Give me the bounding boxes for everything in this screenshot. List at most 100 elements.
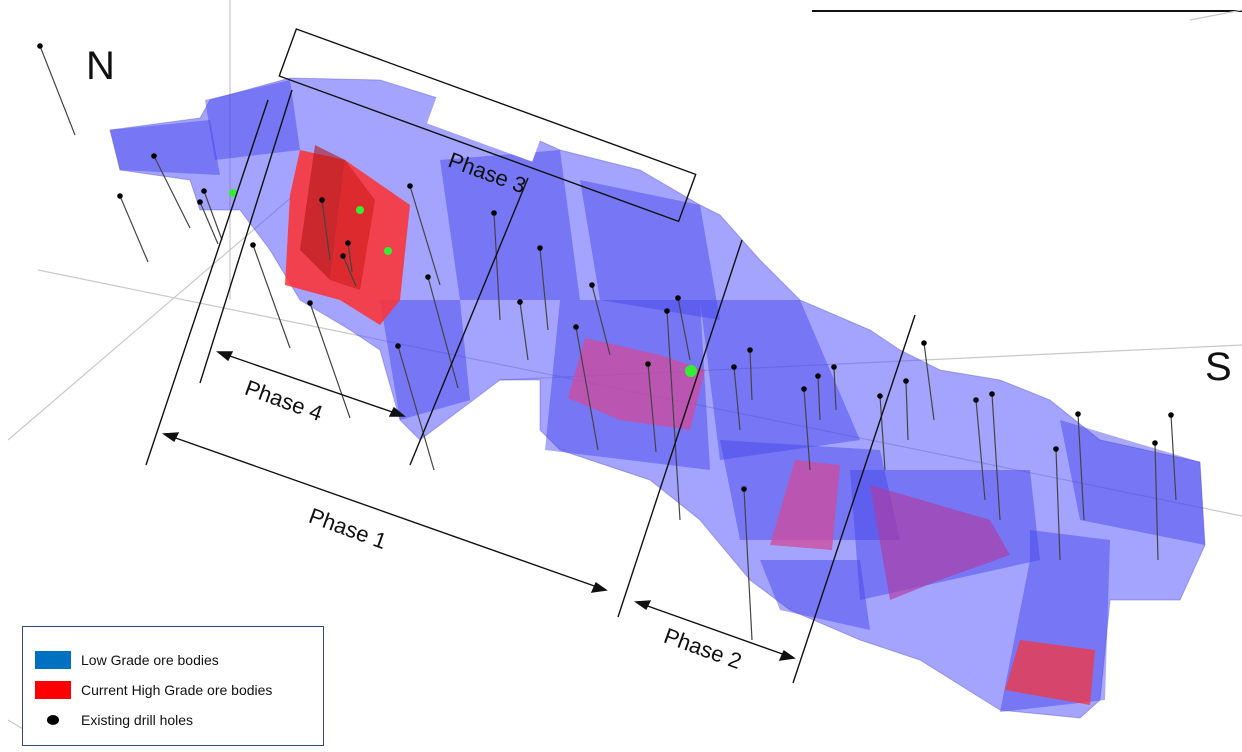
high-grade-ore-bodies	[285, 145, 1095, 705]
drill-hole-trace	[519, 301, 529, 361]
drill-hole-trace	[309, 302, 351, 419]
drill-hole-trace	[342, 255, 357, 287]
drill-hole-trace	[879, 395, 886, 471]
drill-hole-collar	[903, 378, 909, 384]
drill-hole-trace	[39, 45, 76, 136]
drill-hole-trace	[153, 155, 191, 229]
drill-hole-collar	[877, 393, 883, 399]
drill-hole-trace	[666, 310, 681, 521]
phase-3-box	[278, 28, 697, 223]
drill-hole-collar	[801, 386, 807, 392]
drill-hole-collar	[117, 193, 123, 199]
drill-hole-trace	[1077, 413, 1085, 521]
phase-1-label: Phase 1	[306, 503, 390, 554]
drill-hole-collar	[517, 299, 523, 305]
drill-hole-trace	[991, 393, 1001, 521]
legend-item-high-grade: Current High Grade ore bodies	[35, 679, 272, 701]
drill-hole-dot-icon	[47, 715, 59, 725]
drill-hole-trace	[427, 276, 459, 389]
drill-hole-collar	[731, 364, 737, 370]
drill-hole-trace	[975, 399, 986, 501]
south-label: S	[1205, 345, 1232, 389]
drill-hole-collar	[1152, 440, 1158, 446]
phase-4-label: Phase 4	[242, 375, 326, 426]
drill-hole-trace	[397, 345, 435, 471]
drill-hole-trace	[1170, 414, 1177, 501]
legend-high-grade-label: Current High Grade ore bodies	[81, 682, 273, 698]
legend-low-grade-label: Low Grade ore bodies	[81, 652, 219, 668]
drill-hole-trace	[749, 349, 753, 401]
drill-hole-trace	[252, 244, 291, 349]
drill-hole-collar	[831, 364, 837, 370]
drill-hole-collar	[1075, 411, 1081, 417]
drill-hole-collar	[573, 324, 579, 330]
drill-hole-trace	[199, 201, 219, 245]
drill-hole-trace	[119, 195, 149, 263]
drill-hole-collar	[664, 308, 670, 314]
high-grade-block-south-1	[770, 460, 840, 550]
drill-hole-collar	[151, 153, 157, 159]
drill-hole-trace	[321, 199, 331, 261]
drill-hole-collar	[37, 43, 43, 49]
high-grade-swatch	[35, 681, 71, 699]
drill-hole-trace	[817, 375, 821, 421]
drill-hole-collar	[675, 295, 681, 301]
drill-hole-trace	[539, 247, 549, 331]
drill-hole-trace	[409, 185, 441, 286]
high-grade-block-south-2	[870, 485, 1010, 600]
drill-hole-trace	[493, 212, 501, 321]
drill-hole-trace	[575, 326, 599, 451]
phase-2-label: Phase 2	[661, 623, 745, 674]
drill-hole-collar	[589, 282, 595, 288]
drill-hole-collar	[395, 343, 401, 349]
drill-hole-trace	[647, 363, 657, 453]
drill-hole-collar	[407, 183, 413, 189]
drill-hole-trace	[905, 380, 909, 441]
drill-hole-collar	[921, 340, 927, 346]
drill-hole-trace	[203, 190, 223, 241]
phase-boundaries	[145, 89, 916, 684]
drill-hole-trace	[743, 488, 753, 641]
drill-hole-trace	[591, 284, 611, 356]
drill-hole-trace	[1055, 448, 1061, 561]
drill-hole-trace	[833, 366, 837, 411]
drill-hole-collar	[815, 373, 821, 379]
drill-hole-collar	[989, 391, 995, 397]
legend-item-drill-holes: Existing drill holes	[35, 709, 193, 731]
drill-hole-collar	[1168, 412, 1174, 418]
legend-drill-holes-label: Existing drill holes	[81, 712, 194, 728]
drill-hole-trace	[733, 366, 741, 431]
drill-hole-trace	[347, 242, 353, 273]
legend: Low Grade ore bodies Current High Grade …	[22, 626, 324, 746]
high-grade-block-south-3	[1005, 640, 1095, 705]
drill-hole-collar	[345, 240, 351, 246]
drill-hole-collar	[425, 274, 431, 280]
drill-hole-collar	[491, 210, 497, 216]
drill-hole-trace	[803, 388, 811, 471]
north-label: N	[86, 44, 115, 88]
drill-hole-collar	[645, 361, 651, 367]
drill-hole-collar	[197, 199, 203, 205]
phase-arrows	[161, 351, 796, 661]
low-grade-swatch	[35, 651, 71, 669]
legend-item-low-grade: Low Grade ore bodies	[35, 649, 219, 671]
drill-hole-collar	[319, 197, 325, 203]
existing-drill-holes	[37, 43, 1177, 641]
drill-hole-trace	[677, 297, 691, 361]
drill-hole-trace	[1154, 442, 1159, 561]
green-markers	[229, 189, 697, 377]
drill-hole-collar	[741, 486, 747, 492]
drill-hole-collar	[973, 397, 979, 403]
drill-hole-collar	[250, 242, 256, 248]
top-border-line	[812, 0, 1242, 12]
drill-hole-trace	[923, 342, 935, 421]
drill-hole-collar	[307, 300, 313, 306]
drill-hole-collar	[537, 245, 543, 251]
drill-hole-collar	[747, 347, 753, 353]
high-grade-block-central	[568, 338, 705, 430]
drill-hole-collar	[1053, 446, 1059, 452]
drill-hole-collar	[201, 188, 207, 194]
drill-hole-collar	[340, 253, 346, 259]
